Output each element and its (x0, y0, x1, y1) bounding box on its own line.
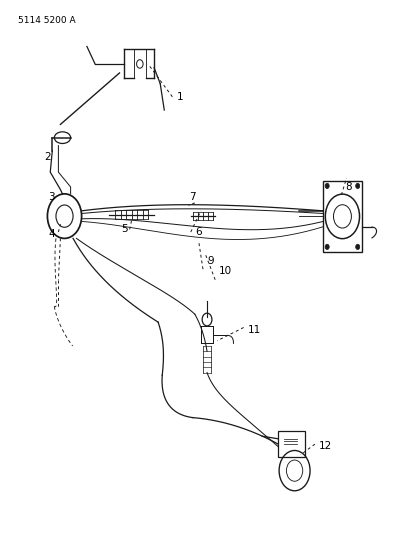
Bar (322, 181, 361, 252)
Bar (278, 431, 304, 457)
Text: 2: 2 (44, 152, 51, 163)
Text: 7: 7 (188, 192, 195, 202)
Text: 1: 1 (176, 92, 183, 102)
Text: 11: 11 (247, 325, 261, 335)
Text: 3: 3 (48, 192, 55, 202)
Circle shape (324, 183, 328, 189)
Text: 8: 8 (345, 182, 351, 192)
Circle shape (355, 244, 359, 249)
Circle shape (355, 183, 359, 189)
Text: 5114 5200 A: 5114 5200 A (18, 16, 75, 25)
Text: 4: 4 (48, 229, 55, 239)
Circle shape (324, 244, 328, 249)
Text: 12: 12 (318, 441, 331, 451)
Text: 5: 5 (121, 224, 128, 234)
Text: 10: 10 (219, 266, 232, 277)
Text: 9: 9 (207, 256, 213, 266)
Text: 6: 6 (194, 227, 201, 237)
